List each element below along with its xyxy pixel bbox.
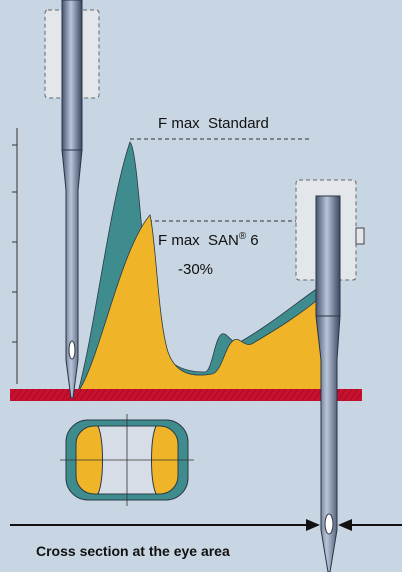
caption: Cross section at the eye area <box>36 543 230 559</box>
needle-left <box>44 0 100 399</box>
force-axis <box>12 128 18 384</box>
needle-right <box>295 179 365 572</box>
width-arrows <box>10 519 402 531</box>
registered-mark: ® <box>239 231 247 242</box>
san-number: 6 <box>250 232 258 249</box>
fmax-san-label: F max SAN® 6 <box>158 231 259 249</box>
fmax-standard-label: F max Standard <box>158 115 269 132</box>
reduction-label: -30% <box>178 261 213 278</box>
cross-section <box>60 414 194 506</box>
fabric <box>10 389 362 401</box>
san-text: F max SAN <box>158 232 239 249</box>
san-force-curve <box>77 214 327 393</box>
